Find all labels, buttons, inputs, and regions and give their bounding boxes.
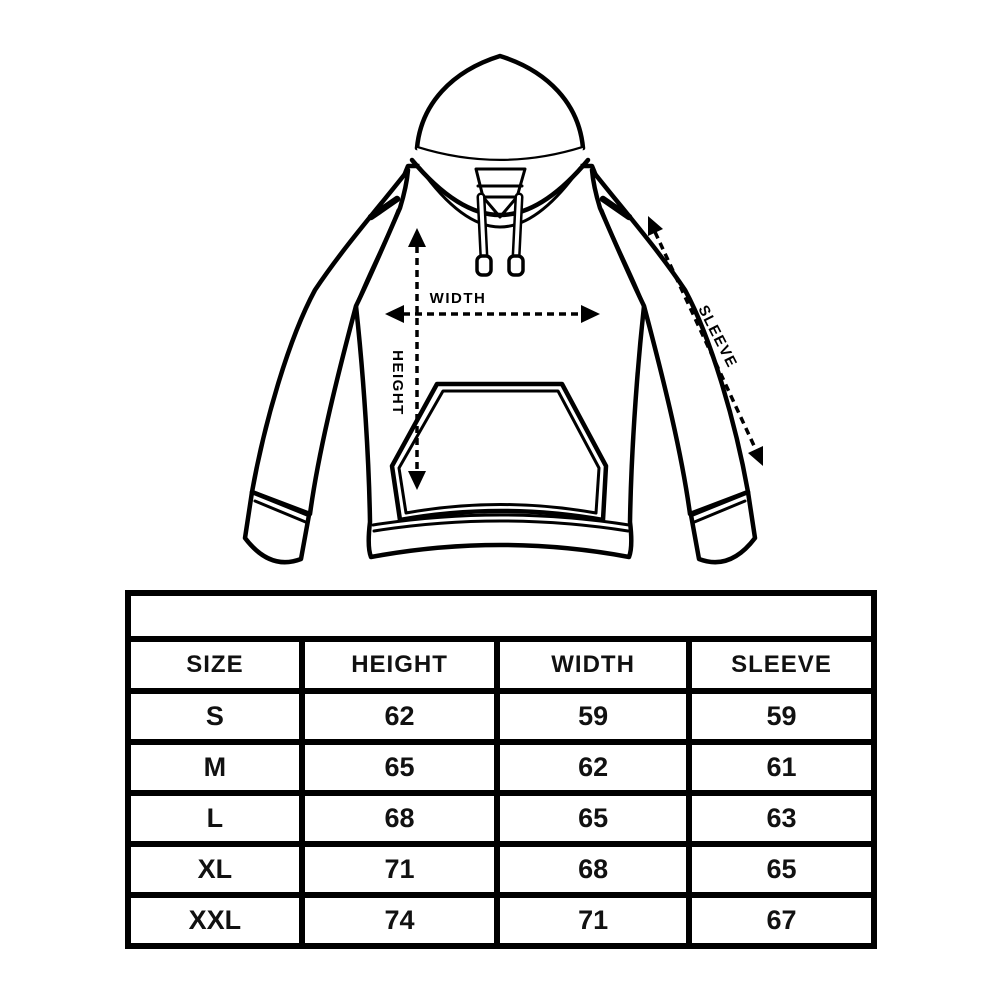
table-row-s: S 62 59 59 xyxy=(125,688,878,745)
cell-s-width: 59 xyxy=(494,688,692,745)
left-shoulder-seam-mark xyxy=(367,195,401,221)
cell-xl-height: 71 xyxy=(298,841,501,898)
hem-line-inner xyxy=(372,519,630,533)
cell-xxl-width: 71 xyxy=(494,892,692,949)
column-header-height: HEIGHT xyxy=(298,636,501,694)
sleeve-arrowhead-bottom xyxy=(748,446,763,466)
right-shoulder-seam-mark xyxy=(599,195,633,221)
cell-xxl-height: 74 xyxy=(298,892,501,949)
table-row-xl: XL 71 68 65 xyxy=(125,841,878,898)
column-header-size: SIZE xyxy=(125,636,305,694)
cell-xl-sleeve: 65 xyxy=(685,841,878,898)
right-cuff-seam xyxy=(690,499,747,525)
collar-inner-curve xyxy=(418,166,582,229)
hood-inner-panel-v xyxy=(481,195,519,219)
left-cuff xyxy=(242,489,312,565)
size-chart-table-container: SIZE CHART SIZE HEIGHT WIDTH SLEEVE S 62… xyxy=(125,590,878,949)
width-arrowhead-right xyxy=(581,305,600,323)
cell-l-width: 65 xyxy=(494,790,692,847)
table-row-l: L 68 65 63 xyxy=(125,790,878,847)
sleeve-arrow-line xyxy=(653,231,758,451)
sleeve-arrowhead-top xyxy=(648,216,663,236)
table-title-row: SIZE CHART xyxy=(125,590,877,642)
right-drawstring-core xyxy=(514,195,521,260)
cell-m-height: 65 xyxy=(298,739,501,796)
cell-s-height: 62 xyxy=(298,688,501,745)
height-arrowhead-top xyxy=(408,228,426,247)
cell-l-size: L xyxy=(125,790,305,847)
cell-l-height: 68 xyxy=(298,790,501,847)
size-chart-table: SIZE CHART SIZE HEIGHT WIDTH SLEEVE S 62… xyxy=(125,590,878,949)
cell-s-sleeve: 59 xyxy=(685,688,878,745)
cell-s-size: S xyxy=(125,688,305,745)
hood xyxy=(414,53,586,164)
right-cuff xyxy=(688,489,758,565)
cell-l-sleeve: 63 xyxy=(685,790,878,847)
right-armhole-seam xyxy=(600,208,646,308)
cell-m-width: 62 xyxy=(494,739,692,796)
cell-xl-size: XL xyxy=(125,841,305,898)
cell-m-size: M xyxy=(125,739,305,796)
cell-xxl-sleeve: 67 xyxy=(685,892,878,949)
left-drawstring-core xyxy=(479,195,486,260)
right-aglet xyxy=(507,254,525,277)
hoodie-diagram: WIDTH HEIGHT SLEEVE xyxy=(242,53,763,565)
table-title: SIZE CHART xyxy=(125,590,877,642)
column-header-sleeve: SLEEVE xyxy=(685,636,878,694)
table-row-m: M 65 62 61 xyxy=(125,739,878,796)
left-armhole-seam xyxy=(354,208,400,308)
cell-xl-width: 68 xyxy=(494,841,692,898)
hoodie-diagram-svg: WIDTH HEIGHT SLEEVE xyxy=(242,53,763,565)
cell-xxl-size: XXL xyxy=(125,892,305,949)
table-row-xxl: XXL 74 71 67 xyxy=(125,892,878,949)
table-header-row: SIZE HEIGHT WIDTH SLEEVE xyxy=(125,636,878,694)
column-header-width: WIDTH xyxy=(494,636,692,694)
cell-m-sleeve: 61 xyxy=(685,739,878,796)
pocket-outline xyxy=(389,381,609,523)
pocket-inner-line xyxy=(397,389,601,515)
width-label: WIDTH xyxy=(430,290,487,307)
height-label: HEIGHT xyxy=(389,350,406,416)
left-cuff-seam xyxy=(253,499,310,525)
width-arrowhead-left xyxy=(385,305,404,323)
height-arrowhead-bottom xyxy=(408,471,426,490)
left-aglet xyxy=(475,254,493,277)
